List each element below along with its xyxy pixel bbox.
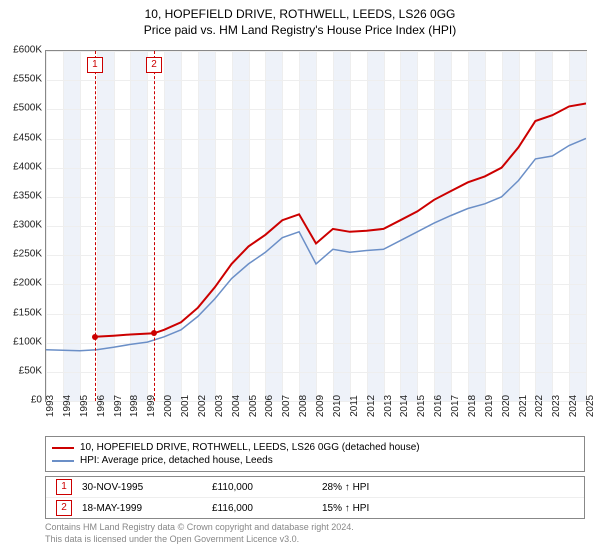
x-tick-label: 2008 [298, 395, 309, 417]
x-tick-label: 1994 [62, 395, 73, 417]
transaction-date: 18-MAY-1999 [82, 503, 212, 514]
legend-label: 10, HOPEFIELD DRIVE, ROTHWELL, LEEDS, LS… [80, 442, 420, 453]
y-tick-label: £0 [31, 395, 42, 406]
x-axis-labels: 1993199419951996199719981999200020012002… [45, 404, 585, 434]
x-tick-label: 2006 [264, 395, 275, 417]
x-tick-label: 2016 [433, 395, 444, 417]
x-tick-label: 2025 [585, 395, 596, 417]
transaction-price: £116,000 [212, 503, 322, 514]
y-tick-label: £300K [13, 220, 42, 231]
x-tick-label: 1996 [96, 395, 107, 417]
x-tick-label: 2005 [248, 395, 259, 417]
x-tick-label: 2017 [450, 395, 461, 417]
x-tick-label: 1999 [146, 395, 157, 417]
x-tick-label: 2015 [416, 395, 427, 417]
y-tick-label: £150K [13, 307, 42, 318]
x-tick-label: 2002 [197, 395, 208, 417]
y-tick-label: £450K [13, 132, 42, 143]
chart-title: 10, HOPEFIELD DRIVE, ROTHWELL, LEEDS, LS… [0, 0, 600, 38]
gridline-v [586, 51, 587, 401]
legend-swatch [52, 460, 74, 462]
x-tick-label: 2004 [231, 395, 242, 417]
legend-swatch [52, 447, 74, 449]
x-tick-label: 2012 [366, 395, 377, 417]
x-tick-label: 2023 [551, 395, 562, 417]
x-tick-label: 2010 [332, 395, 343, 417]
y-tick-label: £100K [13, 336, 42, 347]
x-tick-label: 2011 [349, 395, 360, 417]
x-tick-label: 1993 [45, 395, 56, 417]
y-tick-label: £200K [13, 278, 42, 289]
line-series-svg [46, 51, 586, 401]
x-tick-label: 2009 [315, 395, 326, 417]
price-chart: 10, HOPEFIELD DRIVE, ROTHWELL, LEEDS, LS… [0, 0, 600, 560]
x-tick-label: 1998 [129, 395, 140, 417]
y-tick-label: £500K [13, 103, 42, 114]
legend-item: HPI: Average price, detached house, Leed… [52, 454, 578, 467]
x-tick-label: 2022 [534, 395, 545, 417]
x-tick-label: 2024 [568, 395, 579, 417]
x-tick-label: 1995 [79, 395, 90, 417]
x-tick-label: 2014 [399, 395, 410, 417]
x-tick-label: 2007 [281, 395, 292, 417]
x-tick-label: 2001 [180, 395, 191, 417]
transaction-relative: 15% ↑ HPI [322, 503, 422, 514]
legend-label: HPI: Average price, detached house, Leed… [80, 455, 273, 466]
y-tick-label: £350K [13, 190, 42, 201]
transaction-date: 30-NOV-1995 [82, 482, 212, 493]
transaction-marker: 1 [87, 57, 103, 73]
table-row: 1 30-NOV-1995£110,00028% ↑ HPI [46, 477, 584, 498]
footer-line-2: This data is licensed under the Open Gov… [45, 534, 585, 546]
transaction-relative: 28% ↑ HPI [322, 482, 422, 493]
x-tick-label: 2018 [467, 395, 478, 417]
transaction-line [95, 51, 96, 401]
y-tick-label: £50K [19, 365, 42, 376]
x-tick-label: 2020 [501, 395, 512, 417]
transaction-dot [92, 334, 98, 340]
transaction-dot [151, 330, 157, 336]
x-tick-label: 1997 [113, 395, 124, 417]
legend-box: 10, HOPEFIELD DRIVE, ROTHWELL, LEEDS, LS… [45, 436, 585, 472]
y-tick-label: £400K [13, 161, 42, 172]
y-axis-labels: £0£50K£100K£150K£200K£250K£300K£350K£400… [0, 50, 44, 400]
transactions-table: 1 30-NOV-1995£110,00028% ↑ HPI 2 18-MAY-199… [45, 476, 585, 519]
x-tick-label: 2013 [383, 395, 394, 417]
legend-item: 10, HOPEFIELD DRIVE, ROTHWELL, LEEDS, LS… [52, 441, 578, 454]
y-tick-label: £550K [13, 74, 42, 85]
transaction-num-box: 2 [56, 500, 72, 516]
transaction-line [154, 51, 155, 401]
transaction-marker: 2 [146, 57, 162, 73]
y-tick-label: £600K [13, 45, 42, 56]
table-row: 2 18-MAY-1999£116,00015% ↑ HPI [46, 498, 584, 518]
footer-line-1: Contains HM Land Registry data © Crown c… [45, 522, 585, 534]
x-tick-label: 2019 [484, 395, 495, 417]
transaction-num-box: 1 [56, 479, 72, 495]
x-tick-label: 2000 [163, 395, 174, 417]
title-line-2: Price paid vs. HM Land Registry's House … [0, 22, 600, 38]
transaction-price: £110,000 [212, 482, 322, 493]
x-tick-label: 2021 [518, 395, 529, 417]
footer-attribution: Contains HM Land Registry data © Crown c… [45, 522, 585, 545]
x-tick-label: 2003 [214, 395, 225, 417]
plot-area: 12 [45, 50, 587, 402]
title-line-1: 10, HOPEFIELD DRIVE, ROTHWELL, LEEDS, LS… [0, 6, 600, 22]
series-price_paid [95, 104, 586, 337]
y-tick-label: £250K [13, 249, 42, 260]
